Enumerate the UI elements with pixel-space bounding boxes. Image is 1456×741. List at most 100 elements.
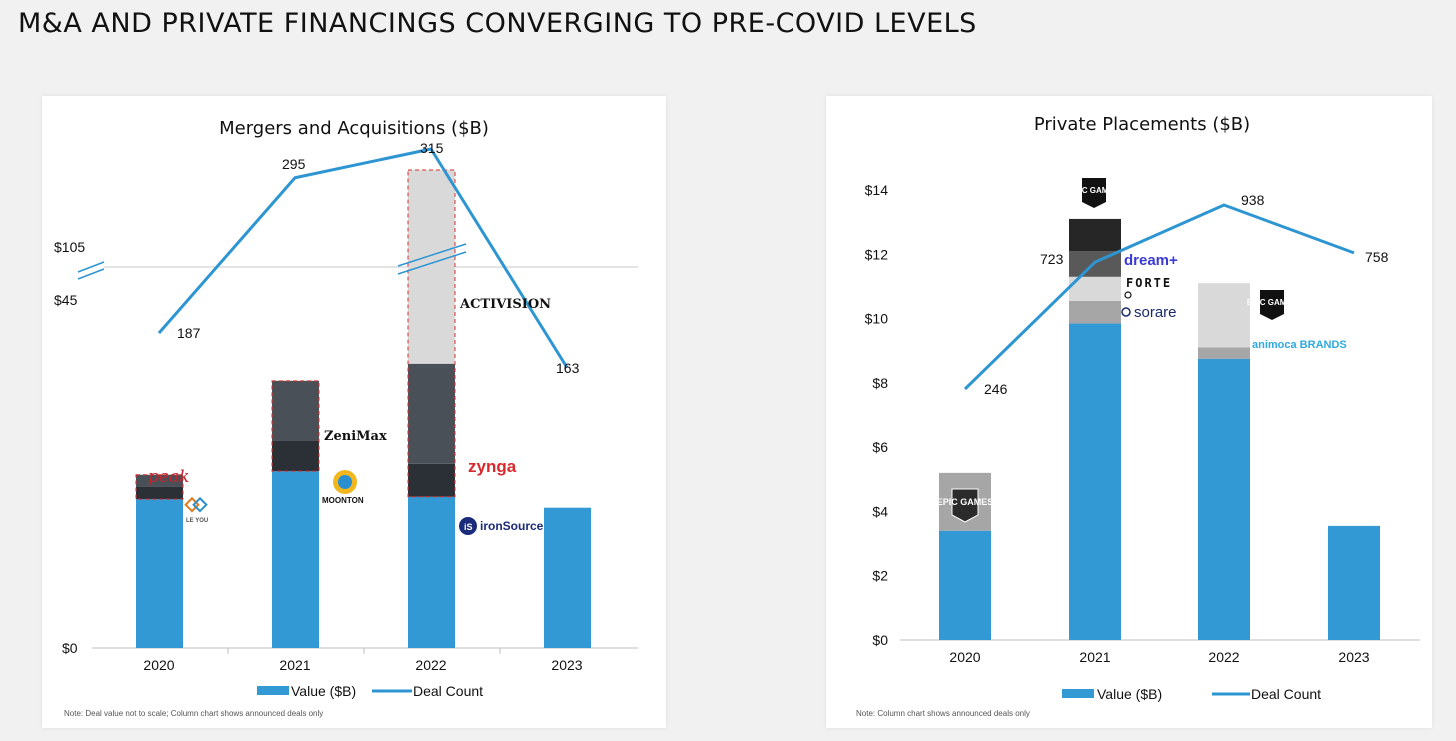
pp-bar-2021: [1069, 218, 1121, 640]
activision-logo: ACTIVISION: [459, 297, 551, 312]
pp-legend-value-swatch: [1062, 689, 1094, 698]
ma-bar-2021-deal-zenimax: [272, 380, 319, 441]
svg-text:EPIC GAMES: EPIC GAMES: [1247, 298, 1298, 307]
pp-legend-value-label: Value ($B): [1097, 686, 1162, 702]
ma-legend-value-swatch: [257, 686, 289, 695]
pp-deal-count-line: [963, 203, 1355, 391]
pp-y-tick: $12: [865, 246, 889, 262]
svg-text:peak: peak: [148, 467, 189, 487]
svg-text:animoca BRANDS: animoca BRANDS: [1252, 339, 1347, 351]
svg-text:iS: iS: [464, 522, 473, 532]
ma-axis-break-mark: [77, 261, 105, 273]
ma-bar-2022-deal-zynga: [408, 363, 455, 464]
pp-deal-label-2020: 246: [984, 381, 1008, 397]
svg-text:ZeniMax: ZeniMax: [324, 429, 387, 444]
ma-bar-2020-deal-peak: [136, 474, 183, 487]
ma-announced-outline-2022: [407, 169, 456, 498]
svg-text:EPIC GAMES: EPIC GAMES: [937, 497, 994, 507]
peak-logo: peak: [148, 467, 189, 487]
pp-deal-label-2021: 723: [1040, 251, 1064, 267]
svg-text:ACTIVISION: ACTIVISION: [459, 297, 551, 312]
epic-games-logo: EPIC GAMES: [937, 488, 994, 523]
ma-deal-count-line: [157, 147, 569, 369]
svg-text:MOONTON: MOONTON: [322, 496, 364, 505]
svg-text:dream+: dream+: [1124, 252, 1178, 269]
ma-bar-2020: [136, 474, 183, 648]
pp-deal-label-2023: 758: [1365, 249, 1389, 265]
ma-bar-2022-deal-ironsource: [408, 463, 455, 497]
ma-y-tick-105: $105: [54, 239, 85, 255]
zynga-logo: zynga: [468, 457, 517, 476]
pp-bar-2022: [1198, 283, 1250, 640]
pp-y-tick: $0: [872, 632, 888, 648]
pp-bar-2021-value: [1069, 323, 1121, 640]
pp-bar-2021-deal-epic: [1069, 218, 1121, 252]
pp-bar-2020-value: [939, 530, 991, 640]
pp-legend-line-label: Deal Count: [1251, 686, 1321, 702]
ma-bar-break-mark: [397, 243, 467, 267]
ma-legend-value-label: Value ($B): [291, 683, 356, 699]
animoca-brands-logo: animoca BRANDS: [1252, 339, 1347, 351]
ma-bar-2022: [408, 170, 455, 648]
ma-bar-2021: [272, 380, 319, 648]
pp-y-tick: $14: [865, 182, 889, 198]
page-title: M&A AND PRIVATE FINANCINGS CONVERGING TO…: [18, 8, 977, 39]
svg-text:zynga: zynga: [468, 457, 517, 476]
ma-bar-2022-value: [408, 496, 455, 648]
ma-announced-outline-2020: [135, 474, 184, 500]
ma-x-tick-2021: 2021: [279, 657, 310, 673]
moonton-logo: MOONTON: [322, 470, 364, 505]
pp-y-axis: $0 $2 $4 $6 $8 $10 $12 $14: [865, 182, 889, 648]
ma-deal-label-2020: 187: [177, 325, 201, 341]
ma-note: Note: Deal value not to scale; Column ch…: [64, 709, 323, 718]
ma-deal-label-2023: 163: [556, 360, 580, 376]
svg-text:EPIC GAMES: EPIC GAMES: [1069, 186, 1120, 195]
ma-chart-panel: Mergers and Acquisitions ($B) $105 $45 $…: [42, 96, 666, 728]
ma-announced-outline-2021: [271, 380, 320, 472]
leyou-logo: LE YOU: [184, 496, 208, 524]
epic-games-logo: EPIC GAMES: [1069, 178, 1120, 208]
epic-games-logo: EPIC GAMES: [1247, 290, 1298, 320]
pp-y-tick: $2: [872, 568, 888, 584]
pp-bar-2022-deal-animoca: [1198, 347, 1250, 359]
ma-bar-2023-value: [544, 507, 591, 648]
svg-text:ironSource: ironSource: [480, 519, 544, 533]
ma-legend-line-label: Deal Count: [413, 683, 483, 699]
ma-bar-2020-deal-leyou: [136, 486, 183, 500]
pp-y-tick: $6: [872, 439, 888, 455]
ma-bar-2022-deal-activision: [408, 170, 455, 364]
pp-bar-2023: [1328, 525, 1380, 640]
sorare-logo: sorare: [1121, 304, 1177, 321]
ma-deal-label-2022: 315: [420, 140, 444, 156]
pp-bar-2022-deal-epic: [1198, 283, 1250, 348]
forte-logo: FORTE: [1124, 276, 1170, 299]
ironsource-logo: iS ironSource: [459, 517, 544, 535]
dream-plus-logo: dream+: [1124, 252, 1178, 269]
ma-chart-title: Mergers and Acquisitions ($B): [219, 118, 489, 139]
pp-deal-label-2022: 938: [1241, 192, 1265, 208]
pp-x-tick-2021: 2021: [1079, 649, 1110, 665]
ma-y-tick-45: $45: [54, 292, 78, 308]
pp-chart: Private Placements ($B) $0 $2 $4 $6 $8 $…: [856, 114, 1420, 718]
ma-axis-break-mark: [77, 268, 105, 280]
pp-note: Note: Column chart shows announced deals…: [856, 709, 1030, 718]
svg-text:LE YOU: LE YOU: [186, 518, 208, 524]
svg-text:sorare: sorare: [1134, 304, 1177, 321]
pp-x-tick-2022: 2022: [1208, 649, 1239, 665]
ma-x-tick-2023: 2023: [551, 657, 582, 673]
pp-x-tick-2020: 2020: [949, 649, 980, 665]
pp-chart-title: Private Placements ($B): [1034, 114, 1250, 135]
zenimax-logo: ZeniMax: [324, 429, 387, 444]
ma-bar-2021-deal-moonton: [272, 440, 319, 472]
ma-bar-2023: [544, 507, 591, 648]
pp-bar-2022-value: [1198, 358, 1250, 640]
pp-x-tick-2023: 2023: [1338, 649, 1369, 665]
ma-bar-2021-value: [272, 471, 319, 648]
pp-y-tick: $8: [872, 375, 888, 391]
pp-y-tick: $4: [872, 503, 888, 519]
ma-chart: Mergers and Acquisitions ($B) $105 $45 $…: [54, 118, 638, 718]
ma-bar-2020-value: [136, 499, 183, 648]
ma-x-tick-2022: 2022: [415, 657, 446, 673]
pp-bar-2023-value: [1328, 525, 1380, 640]
ma-deal-label-2021: 295: [282, 156, 306, 172]
